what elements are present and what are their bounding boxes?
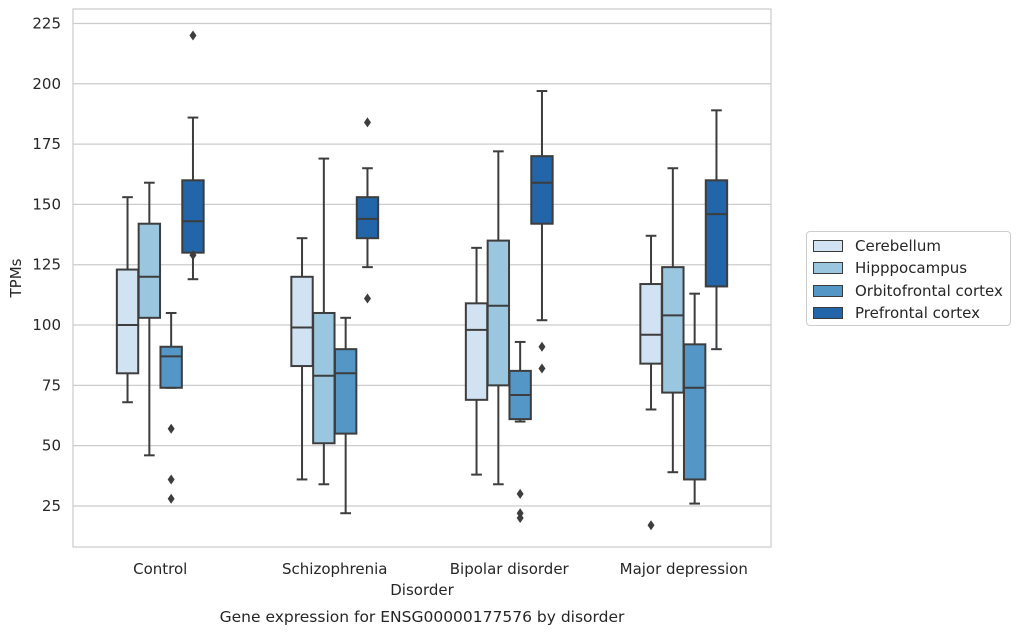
box-iqr <box>639 283 663 365</box>
outlier-point <box>167 493 175 504</box>
grid-lines <box>73 22 771 507</box>
y-tick-label-225: 225 <box>32 14 61 32</box>
box-0-3 <box>181 30 205 281</box>
legend: Cerebellum Hipppocampus Orbitofrontal co… <box>806 231 1011 326</box>
outlier-point <box>516 513 524 524</box>
box-iqr <box>355 196 380 240</box>
box-iqr <box>486 239 511 387</box>
x-axis-label: Disorder <box>390 581 454 599</box>
y-tick-label-125: 125 <box>32 256 61 274</box>
y-tick-label-25: 25 <box>42 497 61 515</box>
x-tick-label-0: Control <box>133 560 187 578</box>
y-tick-label-175: 175 <box>32 135 61 153</box>
box-iqr <box>181 179 205 254</box>
legend-label-prefrontal: Prefrontal cortex <box>855 304 980 322</box>
box-0-2 <box>159 311 183 504</box>
legend-item-orbitofrontal: Orbitofrontal cortex <box>813 280 1003 302</box>
legend-item-cerebellum: Cerebellum <box>813 235 941 257</box>
outlier-point <box>189 30 197 41</box>
x-tick-label-3: Major depression <box>620 560 748 578</box>
y-tick-label-75: 75 <box>42 376 61 394</box>
outlier-point <box>189 250 197 261</box>
legend-swatch-prefrontal <box>813 307 843 319</box>
legend-swatch-cerebellum <box>813 240 843 252</box>
box-1-3 <box>355 117 380 304</box>
outlier-point <box>538 363 546 374</box>
box-iqr <box>530 155 554 225</box>
box-iqr <box>115 268 140 375</box>
x-tick-label-1: Schizophrenia <box>282 560 387 578</box>
box-iqr <box>290 275 314 368</box>
y-tick-label-200: 200 <box>32 75 61 93</box>
box-iqr <box>704 179 729 288</box>
y-tick-labels: 25 50 75 100 125 150 175 200 225 <box>32 14 61 515</box>
legend-swatch-hippocampus <box>813 262 843 274</box>
legend-label-orbitofrontal: Orbitofrontal cortex <box>855 282 1003 300</box>
y-tick-label-100: 100 <box>32 316 61 334</box>
outlier-point <box>363 117 371 128</box>
chart-caption: Gene expression for ENSG00000177576 by d… <box>220 608 625 626</box>
y-axis-label: TPMs <box>7 258 25 298</box>
box-2-0 <box>464 246 489 476</box>
outlier-point <box>167 423 175 434</box>
legend-label-hippocampus: Hipppocampus <box>855 259 968 277</box>
box-layer <box>115 30 729 531</box>
box-2-3 <box>530 90 554 374</box>
box-1-2 <box>333 316 358 515</box>
outlier-point <box>516 488 524 499</box>
box-2-2 <box>508 340 532 524</box>
legend-item-prefrontal: Prefrontal cortex <box>813 302 980 324</box>
y-tick-label-50: 50 <box>42 437 61 455</box>
y-tick-label-150: 150 <box>32 195 61 213</box>
outlier-point <box>647 520 655 531</box>
box-3-3 <box>704 109 729 351</box>
box-iqr <box>661 266 685 394</box>
x-tick-labels: Control Schizophrenia Bipolar disorder Majo… <box>133 560 748 578</box>
box-0-0 <box>115 196 140 404</box>
box-iqr <box>682 343 707 481</box>
x-tick-label-2: Bipolar disorder <box>450 560 570 578</box>
box-3-2 <box>682 292 707 505</box>
box-iqr <box>464 302 489 401</box>
outlier-point <box>538 341 546 352</box>
box-iqr <box>312 311 336 445</box>
plot-area <box>73 9 771 547</box>
legend-swatch-orbitofrontal <box>813 285 843 297</box>
plot-frame <box>72 8 772 548</box>
box-3-1 <box>661 167 685 474</box>
box-2-1 <box>486 150 511 486</box>
legend-label-cerebellum: Cerebellum <box>855 237 941 255</box>
box-iqr <box>333 348 358 435</box>
outlier-point <box>363 293 371 304</box>
outlier-point <box>167 474 175 485</box>
box-0-1 <box>137 181 162 457</box>
box-iqr <box>137 222 162 319</box>
legend-item-hippocampus: Hipppocampus <box>813 257 967 279</box>
box-iqr <box>159 345 183 389</box>
